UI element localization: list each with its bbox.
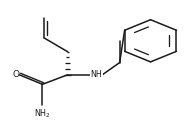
Text: O: O [13,70,20,79]
Text: NH: NH [91,70,102,79]
Text: NH$_2$: NH$_2$ [34,107,51,120]
